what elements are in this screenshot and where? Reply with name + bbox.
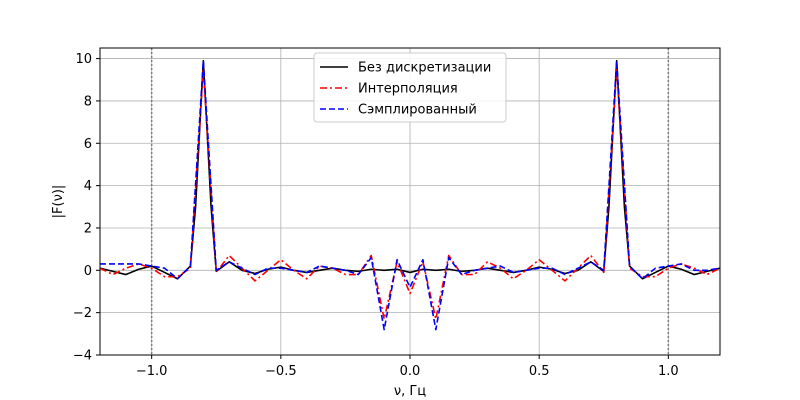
legend-label-1: Интерполяция [358, 82, 458, 97]
legend-label-0: Без дискретизации [358, 61, 491, 76]
y-tick-label-2: 0 [84, 264, 92, 279]
legend-box [313, 52, 507, 123]
axis-ticks: −1.0 −0.5 0.0 0.5 1.0 −4 −2 0 2 4 6 8 10 [73, 52, 679, 379]
x-tick-label-2: 0.0 [400, 364, 421, 379]
x-tick-label-0: −1.0 [136, 364, 168, 379]
y-tick-label-0: −4 [73, 349, 92, 364]
y-tick-label-6: 8 [84, 94, 92, 109]
legend: Без дискретизации Интерполяция Сэмплирован… [313, 52, 507, 123]
legend-label-2: Сэмплированный [358, 103, 477, 118]
series-lines [100, 59, 720, 331]
series-line-1 [100, 68, 720, 320]
y-tick-label-3: 2 [84, 221, 92, 236]
y-tick-label-5: 6 [84, 137, 92, 152]
y-tick-label-4: 4 [84, 179, 92, 194]
x-axis-label: ν, Гц [394, 384, 426, 399]
y-axis-label: |F(ν)| [51, 185, 66, 219]
y-tick-label-7: 10 [75, 52, 92, 67]
x-tick-label-4: 1.0 [658, 364, 679, 379]
reference-lines [150, 48, 670, 355]
y-tick-label-1: −2 [73, 306, 92, 321]
x-tick-label-3: 0.5 [529, 364, 550, 379]
x-tick-label-1: −0.5 [265, 364, 297, 379]
